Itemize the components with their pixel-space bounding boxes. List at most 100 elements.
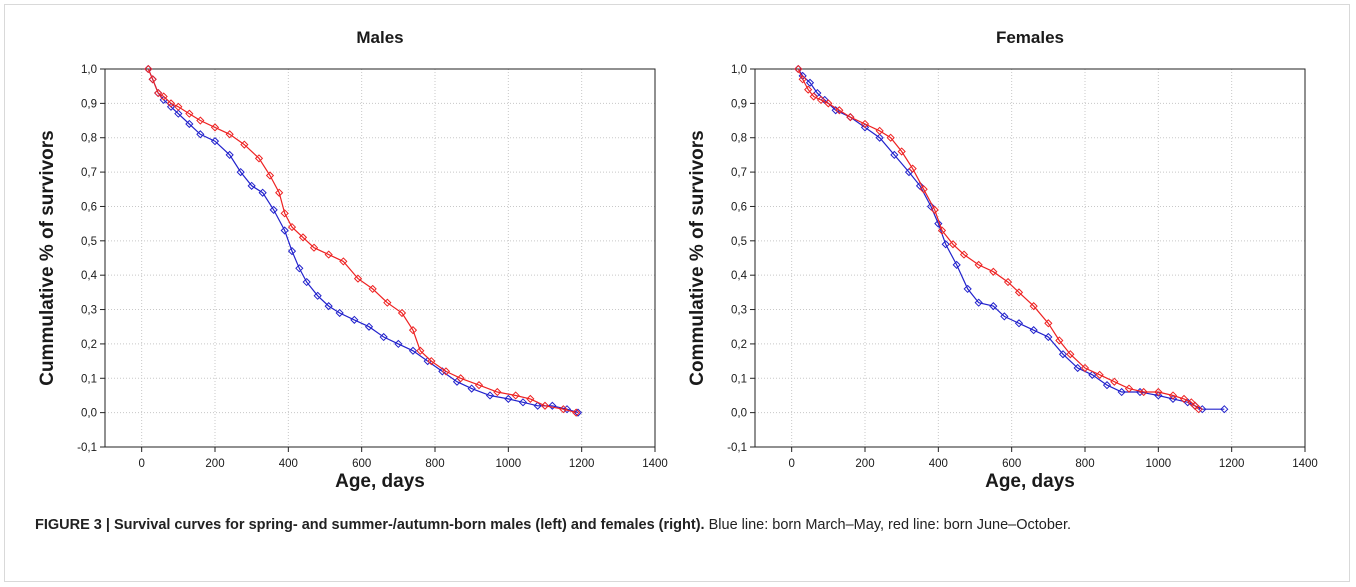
y-tick-label: 0,3: [81, 305, 97, 317]
x-axis-label: Age, days: [985, 471, 1075, 492]
data-point: [798, 75, 807, 84]
data-point: [287, 222, 297, 232]
data-point: [275, 188, 284, 197]
data-point: [989, 267, 998, 276]
plot-frame: [754, 68, 1306, 448]
data-point: [364, 322, 374, 331]
data-point: [324, 302, 333, 311]
data-point: [548, 401, 557, 410]
data-point: [298, 233, 308, 242]
data-point: [353, 274, 363, 283]
data-point: [185, 109, 194, 118]
data-point: [860, 119, 870, 129]
data-point: [963, 284, 972, 294]
y-tick-label: -0,1: [727, 442, 747, 454]
data-point: [846, 113, 855, 122]
x-tick-label: 1200: [1219, 458, 1245, 470]
data-point: [335, 308, 344, 318]
x-tick-label: 1400: [642, 458, 668, 470]
data-point: [408, 346, 418, 355]
data-point: [930, 205, 939, 214]
data-point: [368, 284, 377, 294]
data-point: [493, 387, 502, 397]
data-point: [1154, 391, 1163, 400]
y-tick-label: 0,9: [731, 98, 747, 110]
y-tick-label: 0,7: [731, 167, 747, 179]
data-point: [269, 205, 278, 214]
y-tick-label: 0,1: [81, 373, 97, 385]
data-point: [467, 384, 476, 393]
y-tick-label: 0,8: [81, 133, 97, 145]
data-point: [573, 408, 583, 417]
data-point: [339, 257, 348, 266]
x-tick-label: 400: [279, 458, 298, 470]
plot-frame: [104, 68, 656, 448]
data-point: [144, 64, 153, 74]
data-point: [974, 298, 983, 307]
data-point: [313, 291, 322, 300]
data-point: [474, 381, 484, 390]
data-point: [1220, 405, 1229, 414]
y-tick-label: 1,0: [731, 64, 747, 76]
data-point: [559, 405, 568, 414]
x-tick-label: 1000: [1146, 458, 1172, 470]
data-point: [1044, 319, 1053, 328]
data-point: [1139, 387, 1148, 397]
x-tick-label: 800: [1075, 458, 1094, 470]
data-point: [324, 250, 333, 259]
figure: -0,1 0,0 0,1 0,2 0,3 0,4 0,5 0,6 0,7 0,8 0,9 1,0 0 20…: [4, 4, 1350, 582]
series-1: [144, 64, 581, 417]
y-tick-label: 0,0: [731, 408, 747, 420]
data-point: [394, 339, 403, 349]
chart-males: -0,1 0,0 0,1 0,2 0,3 0,4 0,5 0,6 0,7 0,8 0,9 1,0 0 20…: [37, 28, 668, 492]
data-point: [1029, 326, 1038, 335]
x-tick-label: 600: [1002, 458, 1021, 470]
data-point: [860, 123, 870, 132]
data-point: [174, 109, 183, 118]
data-point: [1168, 394, 1178, 403]
data-point: [1117, 387, 1126, 397]
x-tick-label: 1400: [1292, 458, 1318, 470]
y-tick-label: 0,7: [81, 167, 97, 179]
data-point: [794, 64, 803, 74]
y-tick-label: 0,6: [81, 201, 97, 213]
data-point: [908, 164, 917, 173]
data-point: [441, 367, 451, 376]
data-point: [485, 391, 495, 400]
data-point: [804, 85, 813, 94]
x-tick-label: 200: [855, 458, 874, 470]
chart-title: Females: [996, 28, 1064, 47]
y-tick-label: 0,1: [731, 373, 747, 385]
data-point: [254, 154, 264, 163]
data-point: [1058, 350, 1068, 359]
data-point: [350, 315, 359, 324]
y-tick-label: 0,2: [81, 339, 97, 351]
data-point: [934, 219, 943, 228]
chart-title: Males: [356, 28, 403, 47]
data-point: [937, 226, 947, 235]
data-point: [148, 75, 157, 84]
y-tick-label: 0,5: [81, 236, 97, 248]
data-point: [1066, 350, 1075, 359]
data-point: [518, 398, 528, 407]
data-point: [247, 181, 256, 190]
data-point: [941, 240, 950, 249]
data-point: [572, 408, 581, 417]
caption-bold: FIGURE 3 | Survival curves for spring- a…: [35, 517, 705, 533]
y-tick-label: -0,1: [77, 442, 97, 454]
data-point: [948, 240, 958, 249]
data-point: [1003, 277, 1013, 287]
data-point: [280, 209, 289, 218]
data-point: [1014, 288, 1024, 297]
y-axis-label: Cummulative % of survivors: [37, 130, 58, 386]
y-axis-label: Commulative % of survivors: [687, 130, 708, 386]
chart-females: -0,1 0,0 0,1 0,2 0,3 0,4 0,5 0,6 0,7 0,8 0,9 1,0 0 20…: [687, 28, 1318, 492]
series-1: [794, 64, 1203, 414]
data-point: [287, 247, 297, 256]
data-point: [265, 171, 275, 180]
y-tick-label: 0,5: [731, 236, 747, 248]
data-point: [540, 401, 550, 410]
x-tick-label: 0: [138, 458, 144, 470]
data-point: [1000, 312, 1009, 321]
y-tick-label: 0,0: [81, 408, 97, 420]
